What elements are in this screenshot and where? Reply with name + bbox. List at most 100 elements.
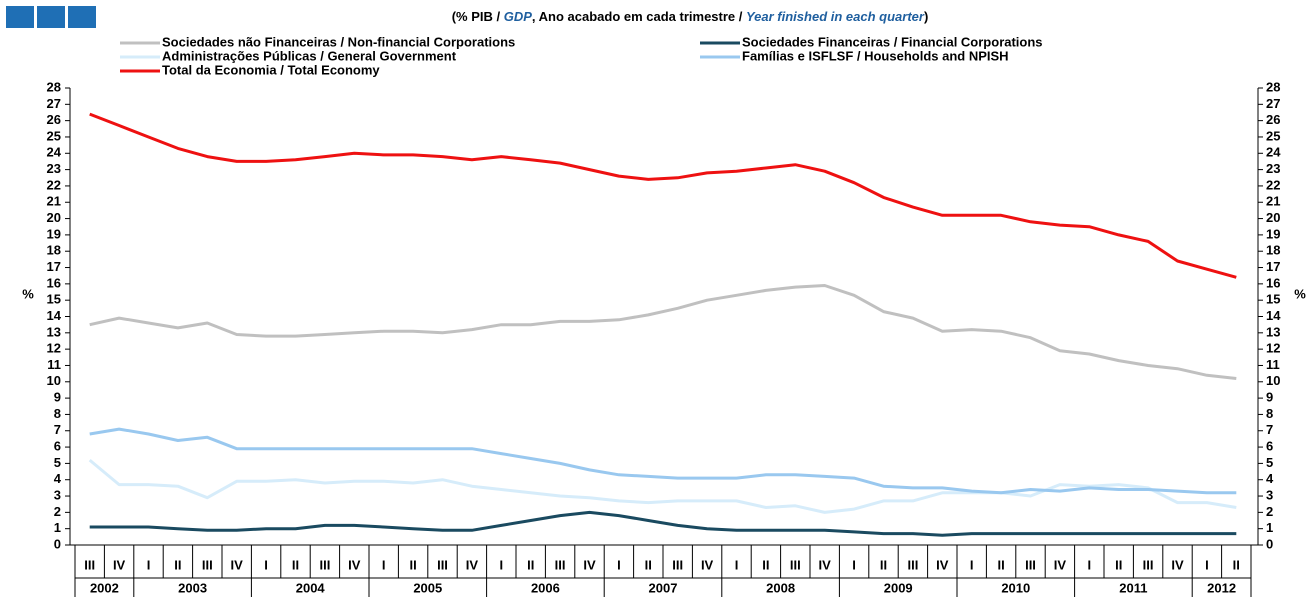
y-tick-label: 1 [54, 520, 61, 535]
x-tick-label: IV [231, 557, 244, 572]
y2-tick-label: 14 [1266, 308, 1281, 323]
series-line [89, 112, 1237, 279]
x-tick-label: III [555, 557, 566, 572]
logo-block [6, 6, 34, 28]
y2-tick-label: 11 [1266, 357, 1280, 372]
x-year-label: 2002 [90, 580, 119, 595]
x-tick-label: I [382, 557, 386, 572]
x-year-label: 2007 [649, 580, 678, 595]
x-tick-label: III [790, 557, 801, 572]
y-tick-label: 10 [47, 373, 61, 388]
x-tick-label: II [1115, 557, 1122, 572]
x-tick-label: IV [113, 557, 126, 572]
logo-block [37, 6, 65, 28]
y-tick-label: 16 [47, 275, 61, 290]
y2-tick-label: 23 [1266, 161, 1280, 176]
x-tick-label: IV [348, 557, 361, 572]
y-tick-label: 23 [47, 161, 61, 176]
x-tick-label: II [409, 557, 416, 572]
y-tick-label: 2 [54, 504, 61, 519]
y2-tick-label: 24 [1266, 145, 1281, 160]
y-tick-label: 4 [54, 471, 62, 486]
x-tick-label: III [437, 557, 448, 572]
y-tick-label: 6 [54, 439, 61, 454]
y2-tick-label: 27 [1266, 96, 1280, 111]
y2-tick-label: 6 [1266, 439, 1273, 454]
y-tick-label: 14 [47, 308, 62, 323]
x-year-label: 2006 [531, 580, 560, 595]
series-line [89, 427, 1237, 495]
x-tick-label: III [672, 557, 683, 572]
y2-tick-label: 19 [1266, 226, 1280, 241]
title-part: GDP [504, 9, 533, 24]
y2-tick-label: 4 [1266, 471, 1274, 486]
x-tick-label: III [907, 557, 918, 572]
y-tick-label: 5 [54, 455, 61, 470]
y2-tick-label: 15 [1266, 292, 1280, 307]
x-year-label: 2009 [884, 580, 913, 595]
x-tick-label: IV [701, 557, 714, 572]
y-tick-label: 15 [47, 292, 61, 307]
x-tick-label: I [735, 557, 739, 572]
x-tick-label: I [147, 557, 151, 572]
y2-tick-label: 5 [1266, 455, 1273, 470]
y-tick-label: 3 [54, 487, 61, 502]
series-line [88, 458, 1237, 514]
y2-tick-label: 0 [1266, 536, 1273, 551]
y2-tick-label: 7 [1266, 422, 1273, 437]
x-tick-label: IV [936, 557, 949, 572]
y2-tick-label: 17 [1266, 259, 1280, 274]
x-tick-label: I [852, 557, 856, 572]
x-year-label: 2004 [296, 580, 326, 595]
y-tick-label: 27 [47, 96, 61, 111]
y2-tick-label: 8 [1266, 406, 1273, 421]
legend-label: Total da Economia / Total Economy [162, 62, 380, 77]
x-tick-label: IV [1054, 557, 1067, 572]
x-tick-label: III [84, 557, 95, 572]
x-year-label: 2008 [766, 580, 795, 595]
x-tick-label: II [762, 557, 769, 572]
legend-label: Sociedades não Financeiras / Non-financi… [162, 34, 515, 49]
x-tick-label: IV [466, 557, 479, 572]
y-tick-label: 12 [47, 341, 61, 356]
y-tick-label: 18 [47, 243, 61, 258]
y2-tick-label: 12 [1266, 341, 1280, 356]
y2-tick-label: 21 [1266, 194, 1280, 209]
y2-tick-label: 9 [1266, 390, 1273, 405]
y-tick-label: 25 [47, 128, 61, 143]
y-tick-label: 11 [47, 357, 61, 372]
x-tick-label: IV [1171, 557, 1184, 572]
legend-label: Administrações Públicas / General Govern… [162, 48, 457, 63]
y-tick-label: 28 [47, 79, 61, 94]
series-line [89, 510, 1237, 537]
y2-tick-label: 18 [1266, 243, 1280, 258]
y2-tick-label: 28 [1266, 79, 1280, 94]
legend-label: Sociedades Financeiras / Financial Corpo… [742, 34, 1043, 49]
x-tick-label: II [645, 557, 652, 572]
x-tick-label: IV [583, 557, 596, 572]
x-tick-label: III [1025, 557, 1036, 572]
x-tick-label: I [264, 557, 268, 572]
y2-tick-label: 1 [1266, 520, 1273, 535]
y-tick-label: 22 [47, 177, 61, 192]
y-tick-label: 7 [54, 422, 61, 437]
title-part: (% PIB / [452, 9, 504, 24]
x-tick-label: II [880, 557, 887, 572]
y-tick-label: 19 [47, 226, 61, 241]
y-axis-label: % [22, 286, 34, 301]
y2-tick-label: 3 [1266, 487, 1273, 502]
y2-tick-label: 20 [1266, 210, 1280, 225]
y-tick-label: 13 [47, 324, 61, 339]
chart-title: (% PIB / GDP, Ano acabado em cada trimes… [452, 9, 929, 24]
series-line [89, 284, 1237, 380]
y2-tick-label: 10 [1266, 373, 1280, 388]
x-year-label: 2005 [413, 580, 442, 595]
y-tick-label: 21 [47, 194, 61, 209]
x-tick-label: III [202, 557, 213, 572]
x-tick-label: I [499, 557, 503, 572]
x-year-label: 2011 [1119, 580, 1147, 595]
x-tick-label: II [527, 557, 534, 572]
x-tick-label: I [1205, 557, 1209, 572]
y-tick-label: 20 [47, 210, 61, 225]
